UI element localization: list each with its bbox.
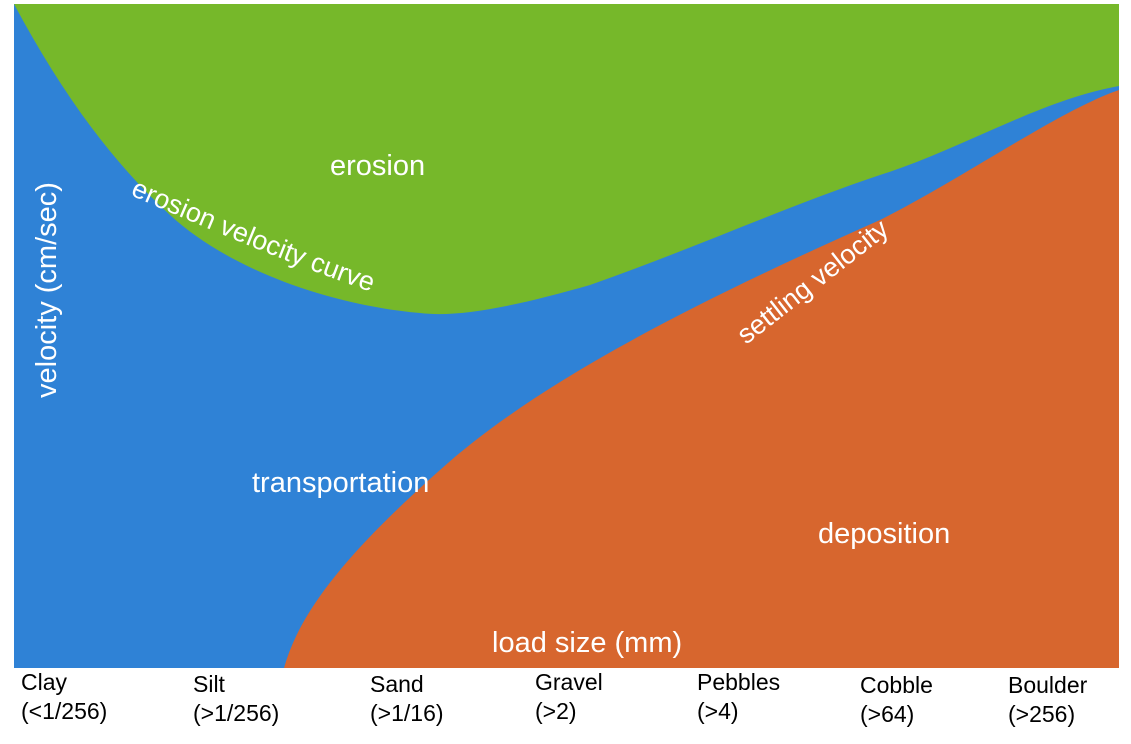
- category-name: Cobble: [860, 672, 933, 698]
- category-name: Gravel: [535, 669, 603, 695]
- category-range: (>1/16): [370, 700, 444, 726]
- category-cobble: Cobble (>64): [860, 671, 933, 729]
- erosion-region: [14, 4, 1119, 315]
- category-silt: Silt (>1/256): [193, 670, 279, 728]
- category-range: (>64): [860, 701, 915, 727]
- category-name: Sand: [370, 671, 424, 697]
- category-pebbles: Pebbles (>4): [697, 668, 780, 726]
- x-axis-label: load size (mm): [492, 627, 682, 659]
- y-axis-label: velocity (cm/sec): [31, 182, 63, 398]
- category-gravel: Gravel (>2): [535, 668, 603, 726]
- category-range: (>4): [697, 698, 739, 724]
- category-range: (<1/256): [21, 698, 108, 724]
- category-name: Clay: [21, 669, 68, 695]
- category-name: Silt: [193, 671, 225, 697]
- category-range: (>1/256): [193, 700, 280, 726]
- category-range: (>2): [535, 698, 577, 724]
- category-boulder: Boulder (>256): [1008, 671, 1087, 729]
- category-sand: Sand (>1/16): [370, 670, 444, 728]
- transportation-label: transportation: [252, 467, 429, 499]
- category-name: Pebbles: [697, 669, 781, 695]
- deposition-label: deposition: [818, 518, 950, 550]
- category-name: Boulder: [1008, 672, 1088, 698]
- category-range: (>256): [1008, 701, 1076, 727]
- deposition-region: [284, 90, 1119, 668]
- category-clay: Clay (<1/256): [21, 668, 107, 726]
- erosion-label: erosion: [330, 150, 425, 182]
